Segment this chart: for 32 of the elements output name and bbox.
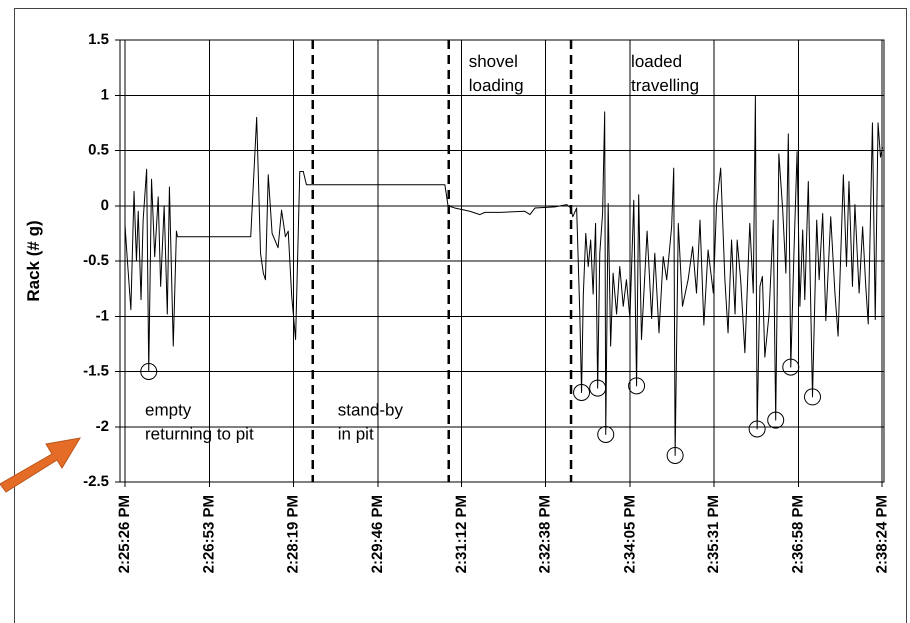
point bbox=[666, 446, 684, 464]
x-tick-label: 2:36:58 PM bbox=[790, 495, 807, 574]
x-tick-label: 2:26:53 PM bbox=[200, 495, 218, 574]
x-tick-label: 2:31:12 PM bbox=[452, 495, 470, 574]
point bbox=[589, 380, 606, 397]
point bbox=[597, 426, 614, 443]
y-tick-label: 1.5 bbox=[88, 31, 109, 48]
x-tick-label: 2:35:31 PM bbox=[704, 495, 722, 574]
y-tick-label: 1 bbox=[100, 86, 109, 104]
x-tick-label: 2:25:26 PM bbox=[116, 495, 134, 574]
x-tick-label: 2:34:05 PM bbox=[621, 495, 638, 574]
point bbox=[767, 412, 784, 429]
point bbox=[804, 388, 822, 406]
y-tick-label: -2 bbox=[96, 418, 109, 435]
y-tick-label: 0 bbox=[100, 196, 109, 214]
point bbox=[573, 384, 590, 401]
y-tick-label: -1.5 bbox=[83, 362, 109, 380]
x-tick-label: 2:32:38 PM bbox=[536, 495, 554, 574]
y-axis-title: Rack (# g) bbox=[24, 220, 43, 302]
point bbox=[748, 420, 766, 438]
x-tick-label: 2:29:46 PM bbox=[369, 495, 386, 574]
y-tick-label: -1 bbox=[96, 307, 109, 324]
annotation: loaded travelling bbox=[631, 52, 700, 96]
y-tick-label: -2.5 bbox=[83, 473, 109, 490]
y-tick-label: 0.5 bbox=[88, 142, 109, 159]
y-tick-label: -0.5 bbox=[83, 252, 109, 270]
annotation: shovel loading bbox=[468, 52, 524, 96]
point bbox=[782, 358, 800, 376]
point bbox=[628, 377, 646, 394]
x-tick-label: 2:38:24 PM bbox=[873, 495, 890, 574]
x-tick-label: 2:28:19 PM bbox=[284, 495, 302, 574]
point bbox=[140, 363, 158, 380]
